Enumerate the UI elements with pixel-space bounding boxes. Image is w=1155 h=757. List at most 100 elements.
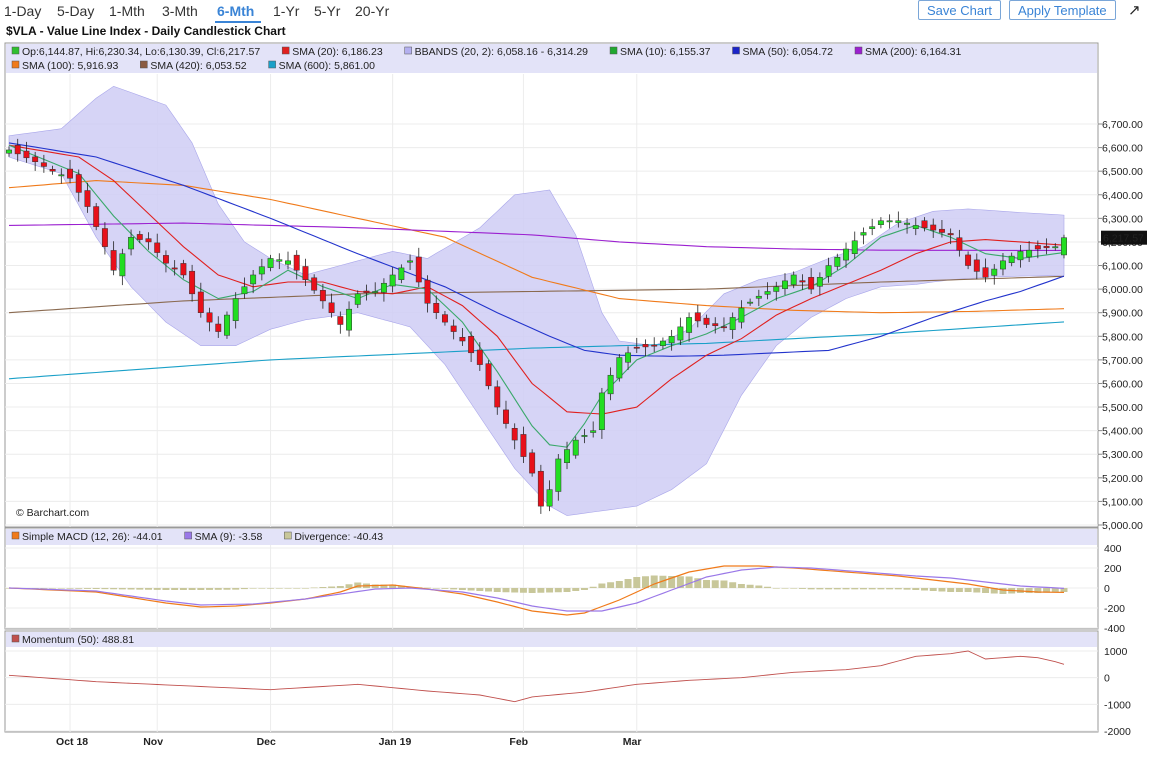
month-label: Mar bbox=[623, 736, 642, 748]
candle bbox=[782, 280, 788, 289]
macd-legend-bar bbox=[6, 529, 1097, 545]
candle bbox=[721, 326, 727, 329]
candle bbox=[494, 386, 501, 408]
divergence-bar bbox=[179, 588, 187, 590]
candle bbox=[686, 317, 693, 333]
period-1-day[interactable]: 1-Day bbox=[4, 3, 42, 19]
candle bbox=[973, 259, 980, 272]
macd-legend-swatch bbox=[184, 531, 192, 540]
divergence-bar bbox=[886, 588, 894, 590]
divergence-bar bbox=[720, 580, 728, 588]
candle bbox=[1026, 249, 1033, 258]
candle bbox=[1034, 245, 1041, 250]
candle bbox=[529, 452, 536, 474]
macd-legend-item: Divergence: -40.43 bbox=[294, 531, 383, 543]
save-chart-button[interactable]: Save Chart bbox=[918, 0, 1002, 20]
candle bbox=[921, 220, 928, 229]
candle bbox=[755, 295, 762, 299]
candle bbox=[877, 220, 884, 225]
divergence-bar bbox=[528, 588, 536, 593]
divergence-bar bbox=[737, 584, 745, 588]
candle bbox=[869, 226, 876, 229]
candle bbox=[171, 267, 178, 270]
period-3-mth[interactable]: 3-Mth bbox=[162, 3, 198, 19]
candle bbox=[363, 290, 370, 293]
candle bbox=[468, 336, 475, 354]
candle bbox=[860, 232, 867, 236]
divergence-bar bbox=[284, 588, 292, 589]
momentum-tick-label: -2000 bbox=[1104, 726, 1131, 738]
divergence-bar bbox=[781, 588, 789, 589]
price-legend-item: SMA (50): 6,054.72 bbox=[743, 46, 834, 58]
candle bbox=[904, 222, 911, 225]
divergence-bar bbox=[999, 588, 1007, 594]
divergence-bar bbox=[389, 584, 397, 588]
macd-tick-label: 400 bbox=[1104, 543, 1122, 555]
divergence-bar bbox=[424, 587, 431, 589]
period-20-yr[interactable]: 20-Yr bbox=[355, 3, 390, 19]
divergence-bar bbox=[624, 579, 632, 588]
price-tick-label: 5,900.00 bbox=[1102, 308, 1143, 320]
divergence-bar bbox=[206, 588, 214, 590]
price-legend-item: SMA (420): 6,053.52 bbox=[150, 60, 246, 72]
candle bbox=[843, 248, 849, 261]
divergence-bar bbox=[197, 588, 205, 590]
sma-200-line bbox=[8, 222, 1064, 251]
candle bbox=[799, 280, 806, 283]
price-legend-item: SMA (20): 6,186.23 bbox=[292, 46, 383, 58]
candle bbox=[1052, 246, 1059, 249]
candle bbox=[816, 277, 823, 287]
candle bbox=[215, 323, 222, 332]
price-tick-label: 5,000.00 bbox=[1102, 520, 1143, 532]
divergence-bar bbox=[982, 588, 990, 593]
divergence-bar bbox=[493, 588, 501, 592]
candle bbox=[886, 220, 893, 223]
candle bbox=[956, 237, 963, 251]
divergence-bar bbox=[676, 576, 684, 588]
divergence-bar bbox=[833, 588, 841, 590]
price-tick-label: 6,300.00 bbox=[1102, 213, 1143, 225]
macd-panel bbox=[4, 527, 1099, 630]
divergence-bar bbox=[319, 587, 327, 588]
apply-template-button[interactable]: Apply Template bbox=[1009, 0, 1116, 20]
divergence-bar bbox=[790, 588, 798, 589]
price-tick-label: 6,000.00 bbox=[1102, 284, 1143, 296]
price-legend-swatch bbox=[140, 60, 148, 69]
candle bbox=[790, 274, 797, 285]
divergence-bar bbox=[110, 588, 118, 590]
price-legend-swatch bbox=[404, 46, 412, 55]
divergence-bar bbox=[511, 588, 519, 593]
divergence-bar bbox=[275, 588, 283, 589]
divergence-bar bbox=[485, 588, 493, 592]
expand-icon[interactable]: ↗ bbox=[1128, 2, 1141, 19]
divergence-bar bbox=[851, 588, 859, 590]
divergence-bar bbox=[703, 580, 711, 588]
divergence-bar bbox=[659, 575, 667, 588]
candle bbox=[128, 236, 135, 250]
period-5-yr[interactable]: 5-Yr bbox=[314, 3, 341, 19]
period-5-day[interactable]: 5-Day bbox=[57, 3, 95, 19]
candle bbox=[302, 266, 309, 280]
divergence-bar bbox=[354, 582, 362, 588]
period-1-mth[interactable]: 1-Mth bbox=[109, 3, 145, 19]
divergence-bar bbox=[668, 576, 676, 588]
price-legend-item: SMA (100): 5,916.93 bbox=[22, 60, 118, 72]
period-6-mth[interactable]: 6-Mth bbox=[217, 3, 255, 19]
candle bbox=[241, 286, 248, 295]
candle bbox=[6, 149, 12, 154]
divergence-bar bbox=[964, 588, 972, 592]
divergence-bar bbox=[807, 588, 815, 590]
candle bbox=[1043, 245, 1050, 249]
macd-legend-swatch bbox=[284, 531, 292, 540]
candle bbox=[232, 298, 239, 321]
divergence-bar bbox=[1051, 588, 1059, 593]
candle bbox=[938, 228, 945, 233]
momentum-tick-label: -1000 bbox=[1104, 699, 1131, 711]
candle bbox=[651, 344, 658, 347]
candle bbox=[947, 233, 954, 236]
candle bbox=[476, 349, 483, 365]
divergence-bar bbox=[694, 578, 702, 588]
macd-signal-line bbox=[8, 566, 1065, 612]
divergence-bar bbox=[476, 588, 484, 591]
period-1-yr[interactable]: 1-Yr bbox=[273, 3, 300, 19]
